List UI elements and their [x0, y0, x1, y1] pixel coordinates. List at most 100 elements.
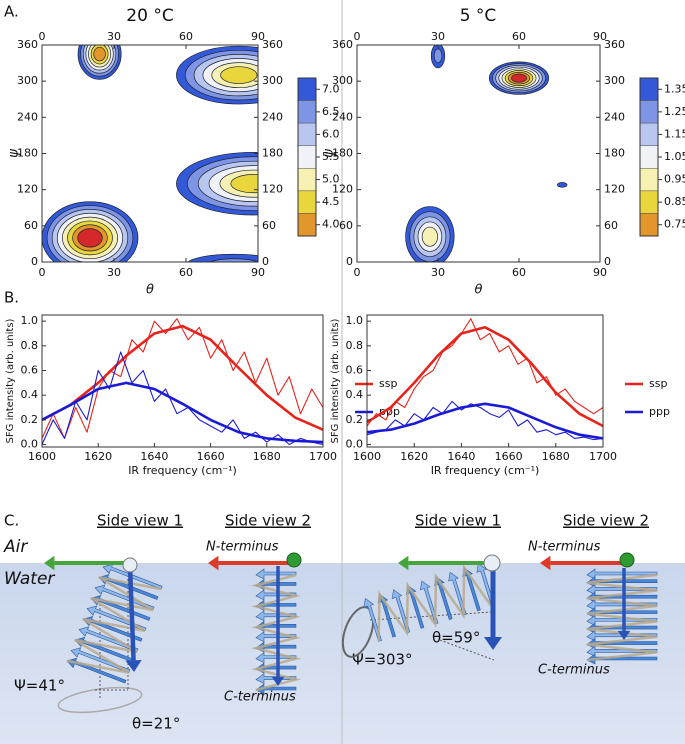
x-tick-label: 60 — [512, 30, 526, 43]
colorbar-label: 4.5 — [322, 195, 340, 208]
contour-level — [421, 226, 439, 247]
x-tick-label: 0 — [39, 266, 46, 279]
beta-strand — [255, 589, 297, 601]
y-tick-label: 180 — [262, 147, 283, 160]
x-tick-label: 30 — [431, 266, 445, 279]
arrow-head — [208, 555, 219, 571]
x-axis-label: θ — [475, 283, 483, 298]
beta-strand — [586, 583, 658, 595]
beta-strand — [462, 567, 481, 612]
y-tick-label: 300 — [17, 74, 38, 87]
terminus-label: N-terminus — [206, 540, 279, 555]
colorbar-label: 4.0 — [322, 218, 340, 231]
y-tick-label: 60 — [262, 219, 276, 232]
contour-level — [77, 228, 103, 248]
colorbar-band — [639, 100, 659, 124]
view-title: Side view 2 — [225, 512, 311, 530]
colorbar-label: 1.15 — [664, 127, 685, 140]
colorbar-band — [297, 190, 317, 214]
vector-arrow — [127, 565, 136, 661]
legend-label: ssp — [379, 377, 397, 390]
contour-level — [433, 48, 443, 64]
arrow-head — [125, 660, 142, 672]
plot-frame — [366, 314, 604, 448]
y-tick-label: 0 — [262, 255, 269, 268]
data-line — [366, 318, 604, 427]
angle-label: θ=21° — [132, 715, 180, 733]
fit-line — [41, 324, 324, 431]
beta-strand — [405, 584, 425, 629]
x-tick-label: 1640 — [447, 450, 475, 463]
chart-title: 5 °C — [460, 6, 497, 26]
arrow-head — [484, 637, 502, 650]
x-tick-label: 1660 — [197, 450, 225, 463]
y-tick-label: 0.6 — [346, 364, 364, 377]
contour-area — [42, 45, 258, 262]
colorbar-band — [639, 122, 659, 146]
y-tick-label: 0.8 — [21, 339, 39, 352]
x-tick-label: 60 — [179, 266, 193, 279]
x-tick-label: 1640 — [140, 450, 168, 463]
pivot-sphere — [483, 554, 501, 572]
y-tick-label: 180 — [332, 147, 353, 160]
data-line — [366, 400, 604, 441]
y-tick-label: 240 — [604, 110, 625, 123]
fit-line — [366, 326, 604, 428]
panel-label: C. — [4, 512, 19, 530]
terminus-label: C-terminus — [538, 663, 610, 678]
x-tick-label: 1600 — [353, 450, 381, 463]
view-title: Side view 1 — [97, 512, 183, 530]
x-tick-label: 1700 — [589, 450, 617, 463]
plot-frame — [41, 314, 324, 448]
x-tick-label: 90 — [593, 30, 607, 43]
colorbar-frame — [639, 77, 659, 237]
beta-strand — [255, 662, 297, 674]
colorbar-label: 1.25 — [664, 105, 685, 118]
chart-title: 20 °C — [126, 6, 173, 26]
terminus-sphere — [619, 552, 635, 568]
colorbar-label: 1.05 — [664, 150, 685, 163]
y-tick-label: 0.8 — [346, 339, 364, 352]
colorbar-label: 0.75 — [664, 218, 685, 231]
panel-label: B. — [4, 289, 19, 307]
beta-strand — [255, 578, 297, 590]
beta-strand — [586, 614, 658, 626]
x-tick-label: 1680 — [253, 450, 281, 463]
plot-frame — [356, 44, 601, 263]
x-tick-label: 1680 — [542, 450, 570, 463]
colorbar-label: 5.5 — [322, 150, 340, 163]
y-tick-label: 120 — [604, 183, 625, 196]
x-tick-label: 0 — [39, 30, 46, 43]
beta-strand — [586, 568, 658, 580]
y-tick-label: 60 — [604, 219, 618, 232]
arrow-head — [398, 555, 409, 571]
legend-label: ppp — [379, 405, 400, 418]
colorbar-band — [639, 168, 659, 192]
data-line — [41, 351, 324, 446]
beta-strand — [255, 599, 297, 611]
colorbar-band — [297, 100, 317, 124]
colorbar-band — [297, 122, 317, 146]
x-axis-label: IR frequency (cm⁻¹) — [431, 464, 540, 477]
y-tick-label: 180 — [604, 147, 625, 160]
contour-level — [556, 182, 568, 188]
arrow-head — [44, 555, 55, 571]
colorbar-band — [297, 77, 317, 101]
contour-level — [93, 46, 106, 62]
arrow-head — [540, 555, 551, 571]
arrow-head — [617, 630, 631, 640]
y-tick-label: 60 — [24, 219, 38, 232]
angle-label: θ=59° — [432, 629, 480, 647]
colorbar-band — [297, 213, 317, 237]
y-tick-label: 120 — [332, 183, 353, 196]
air-label: Air — [3, 537, 28, 557]
y-axis-label: ψ — [7, 149, 22, 158]
x-tick-label: 90 — [593, 266, 607, 279]
water-label: Water — [4, 569, 55, 589]
beta-strand — [255, 568, 297, 580]
beta-strand — [586, 599, 658, 611]
colorbar-label: 7.0 — [322, 82, 340, 95]
x-tick-label: 1620 — [400, 450, 428, 463]
colorbar-label: 6.0 — [322, 127, 340, 140]
y-tick-label: 0.2 — [21, 413, 39, 426]
